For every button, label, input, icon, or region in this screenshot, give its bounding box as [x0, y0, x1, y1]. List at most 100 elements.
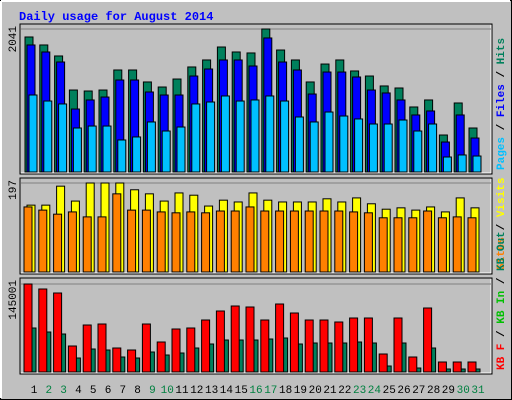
bar: [250, 99, 260, 173]
legend-separator: /: [496, 271, 508, 291]
bar: [452, 361, 462, 373]
bar: [97, 323, 107, 373]
bar: [102, 125, 112, 173]
x-tick-label: 7: [119, 385, 126, 397]
bar: [132, 136, 142, 173]
bar: [201, 319, 211, 373]
x-tick-label: 14: [220, 385, 234, 397]
legend-separator: /: [496, 117, 508, 137]
x-tick-label: 26: [397, 385, 410, 397]
legend-entry: KB In: [496, 291, 508, 324]
bar: [265, 95, 275, 173]
legend-entry: Hits: [496, 38, 508, 64]
x-tick-label: 3: [60, 385, 67, 397]
x-tick-label: 21: [323, 385, 337, 397]
x-tick-label: 8: [134, 385, 141, 397]
bar: [112, 193, 122, 273]
bar: [82, 324, 92, 373]
bar: [171, 212, 181, 273]
x-tick-label: 16: [249, 385, 262, 397]
bar: [413, 130, 423, 173]
bar: [87, 125, 97, 173]
bar: [67, 345, 77, 373]
bar: [319, 210, 329, 273]
bar: [230, 210, 240, 273]
bar: [304, 319, 314, 373]
bar: [309, 121, 319, 173]
bar: [230, 305, 240, 373]
bar: [38, 288, 48, 373]
x-tick-label: 10: [161, 385, 174, 397]
bar: [141, 209, 151, 273]
bar: [23, 283, 33, 373]
x-tick-label: 2: [45, 385, 52, 397]
bar: [304, 210, 314, 273]
bar: [437, 217, 447, 273]
bar: [156, 341, 166, 373]
bar: [201, 212, 211, 273]
legend-entry: KB Out: [496, 231, 508, 271]
x-tick-label: 27: [412, 385, 425, 397]
bar: [176, 126, 186, 173]
x-tick-label: 15: [235, 385, 248, 397]
bar: [472, 155, 482, 173]
bar: [354, 118, 364, 173]
bar: [393, 317, 403, 373]
bar: [215, 210, 225, 273]
x-tick-label: 11: [175, 385, 189, 397]
y-tick-label: 2041: [8, 26, 20, 53]
bar: [53, 292, 63, 373]
bar: [72, 127, 82, 173]
bar: [186, 327, 196, 373]
bar: [245, 306, 255, 373]
legend-entry: KB F: [496, 344, 508, 370]
bar: [398, 119, 408, 173]
bar: [127, 349, 137, 373]
bar: [334, 321, 344, 373]
bar: [467, 361, 477, 373]
bar: [82, 216, 92, 273]
bar: [260, 319, 270, 373]
x-tick-label: 19: [294, 385, 307, 397]
bar: [141, 323, 151, 373]
bar: [349, 211, 359, 273]
bar: [58, 103, 68, 173]
bar: [452, 216, 462, 273]
chart-title: Daily usage for August 2014: [19, 10, 213, 24]
bar: [146, 121, 156, 173]
bar: [408, 356, 418, 373]
bar: [275, 303, 285, 373]
bar: [161, 130, 171, 173]
legend-separator: /: [496, 217, 508, 237]
x-tick-label: 29: [442, 385, 455, 397]
bar: [393, 217, 403, 273]
bar: [423, 307, 433, 373]
x-tick-label: 24: [368, 385, 382, 397]
legend-entry: Sites: [496, 237, 508, 270]
bar: [220, 95, 230, 173]
bar: [28, 94, 38, 173]
legend-entry: Files: [496, 84, 508, 117]
bar: [97, 216, 107, 273]
bar: [294, 116, 304, 173]
bar: [23, 206, 33, 273]
legend: Pages / Files / Hits: [496, 38, 508, 170]
x-tick-label: 5: [90, 385, 97, 397]
y-tick-label: 197: [8, 180, 20, 200]
bar: [156, 211, 166, 273]
x-tick-label: 30: [457, 385, 470, 397]
bar: [235, 100, 245, 173]
bar: [442, 156, 452, 173]
x-tick-label: 13: [205, 385, 218, 397]
legend-separator: /: [496, 324, 508, 344]
legend-separator: /: [496, 64, 508, 84]
x-tick-label: 22: [338, 385, 351, 397]
bar: [334, 210, 344, 273]
bar: [38, 209, 48, 273]
bar: [383, 123, 393, 173]
bar: [186, 211, 196, 273]
bar: [324, 111, 334, 173]
bar: [457, 154, 467, 173]
bar: [408, 217, 418, 273]
